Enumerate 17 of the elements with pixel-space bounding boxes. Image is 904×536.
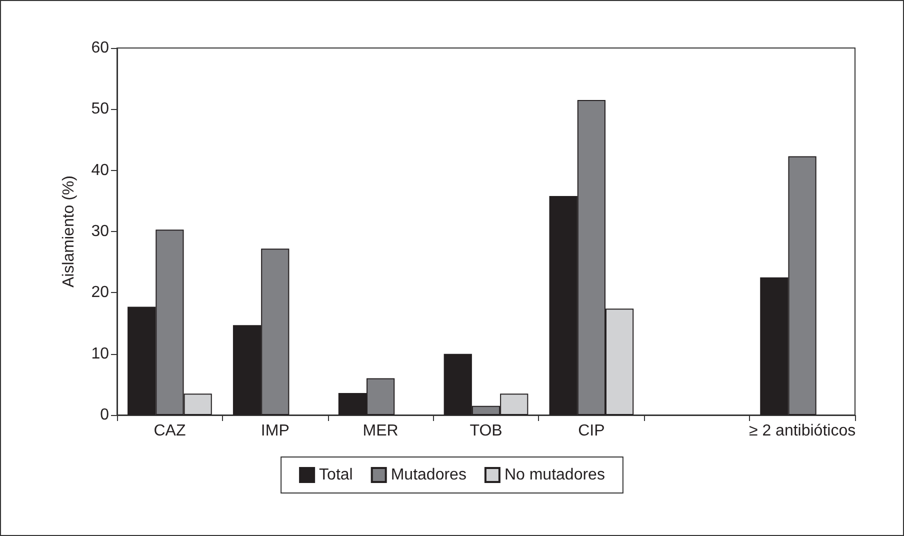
x-tick-label: CAZ <box>154 422 186 440</box>
legend-label: Total <box>319 466 353 484</box>
y-tick-label: 20 <box>91 284 110 302</box>
x-tick-label: MER <box>362 422 398 440</box>
y-axis-title: Aislamiento (%) <box>60 175 78 288</box>
x-tick-label: IMP <box>260 422 290 440</box>
x-tick-label: CIP <box>578 422 605 440</box>
y-tick-label: 10 <box>91 345 110 362</box>
y-tick-label: 0 <box>100 406 110 424</box>
y-tick-label: 50 <box>91 100 110 118</box>
y-tick-label: 30 <box>91 223 110 240</box>
legend-label: No mutadores <box>504 466 605 484</box>
x-tick-label: ≥ 2 antibióticos <box>748 422 856 440</box>
y-tick-label: 60 <box>91 40 110 56</box>
y-tick-label: 40 <box>91 162 110 179</box>
x-tick-label: TOB <box>470 422 502 440</box>
legend-label: Mutadores <box>390 466 466 484</box>
